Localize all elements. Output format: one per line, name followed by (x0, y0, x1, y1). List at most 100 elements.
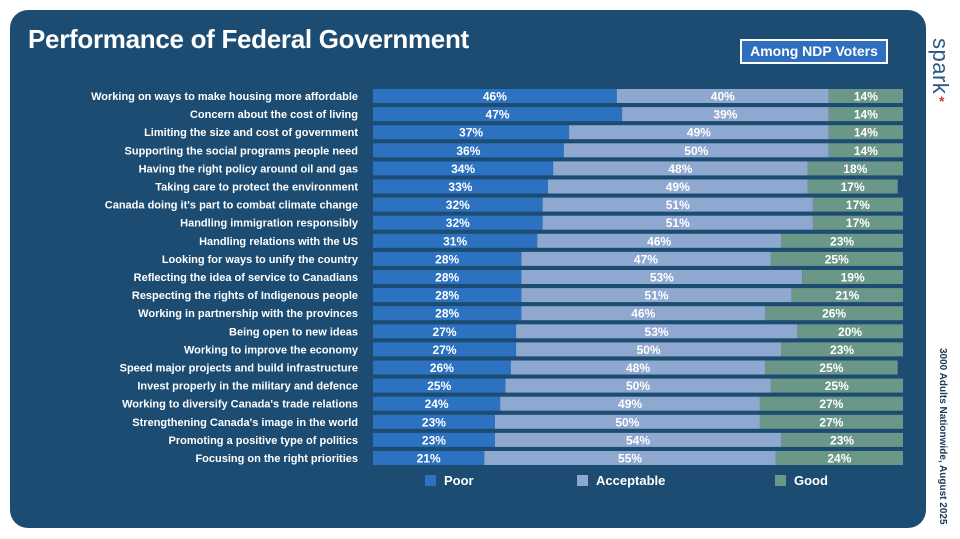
brand-logo: spark * (926, 38, 960, 108)
data-label: 47% (634, 252, 658, 266)
bar-poor (373, 233, 538, 248)
bar-poor (373, 288, 522, 303)
category-label: Working on ways to make housing more aff… (91, 91, 358, 103)
category-label: Handling immigration responsibly (180, 218, 359, 230)
bar-acceptable (616, 89, 829, 103)
data-label: 39% (713, 108, 737, 122)
bar-good (802, 270, 903, 284)
data-label: 21% (417, 452, 441, 466)
data-label: 25% (825, 252, 849, 266)
data-label: 32% (446, 198, 470, 212)
bar-acceptable (521, 306, 766, 321)
data-label: 26% (430, 361, 454, 375)
data-label: 23% (830, 343, 854, 357)
data-label: 27% (819, 397, 843, 411)
data-label: 14% (854, 90, 878, 104)
bar-acceptable (516, 342, 782, 357)
bar-acceptable (510, 360, 766, 375)
bar-acceptable (521, 251, 771, 266)
brand-star-icon: * (939, 93, 945, 109)
bar-good (828, 107, 903, 122)
bar-acceptable (622, 107, 829, 122)
bar-poor (373, 378, 506, 393)
bar-poor (373, 306, 522, 321)
bar-good (775, 451, 903, 465)
bar-good (812, 197, 903, 212)
data-label: 19% (841, 271, 865, 285)
category-label: Working to improve the economy (184, 344, 359, 356)
bar-good (770, 251, 903, 266)
category-label: Handling relations with the US (199, 236, 358, 248)
data-label: 14% (854, 126, 878, 140)
bar-acceptable (521, 288, 792, 303)
bar-poor (373, 451, 485, 465)
category-label: Invest properly in the military and defe… (137, 381, 358, 393)
data-label: 40% (711, 90, 735, 104)
data-label: 46% (483, 90, 507, 104)
data-label: 24% (425, 397, 449, 411)
bar-good (759, 396, 903, 411)
bar-poor (373, 324, 517, 339)
data-label: 27% (433, 343, 457, 357)
data-label: 23% (830, 234, 854, 248)
data-label: 34% (451, 162, 475, 176)
bar-poor (373, 89, 617, 103)
data-label: 18% (843, 162, 867, 176)
legend-swatch-poor (425, 475, 436, 486)
data-label: 28% (435, 307, 459, 321)
data-label: 26% (822, 307, 846, 321)
data-label: 50% (684, 144, 708, 158)
bar-good (759, 414, 903, 429)
data-label: 53% (645, 325, 669, 339)
bar-good (828, 143, 903, 158)
data-label: 27% (819, 415, 843, 429)
category-label: Supporting the social programs people ne… (125, 145, 358, 157)
data-label: 23% (422, 415, 446, 429)
data-label: 49% (666, 180, 690, 194)
bar-poor (373, 342, 517, 357)
data-label: 25% (825, 379, 849, 393)
bar-good (781, 432, 903, 447)
data-label: 46% (647, 234, 671, 248)
bar-poor (373, 161, 554, 176)
legend-swatch-acceptable (577, 475, 588, 486)
category-label: Having the right policy around oil and g… (139, 163, 358, 175)
legend-swatch-good (775, 475, 786, 486)
category-label: Strengthening Canada's image in the worl… (132, 417, 358, 429)
data-label: 23% (422, 433, 446, 447)
bar-poor (373, 107, 623, 122)
category-label: Looking for ways to unify the country (162, 254, 359, 266)
category-label: Speed major projects and build infrastru… (120, 363, 358, 375)
data-label: 28% (435, 289, 459, 303)
category-label: Taking care to protect the environment (155, 182, 358, 194)
data-label: 14% (854, 108, 878, 122)
bar-acceptable (521, 270, 803, 284)
bar-good (791, 288, 903, 303)
legend-label: Good (794, 473, 828, 488)
page-title: Performance of Federal Government (28, 24, 469, 54)
bar-good (770, 378, 903, 393)
bar-good (765, 360, 898, 375)
audience-badge: Among NDP Voters (740, 39, 888, 64)
legend-label: Acceptable (596, 473, 665, 488)
data-label: 28% (435, 252, 459, 266)
bar-acceptable (516, 324, 797, 339)
category-label: Canada doing it's part to combat climate… (105, 200, 358, 212)
bar-poor (373, 270, 522, 284)
bar-acceptable (542, 215, 813, 230)
bar-poor (373, 360, 511, 375)
data-label: 55% (618, 452, 642, 466)
bar-poor (373, 197, 543, 212)
data-label: 51% (666, 198, 690, 212)
bar-acceptable (553, 161, 808, 176)
data-label: 17% (846, 198, 870, 212)
bar-good (781, 342, 903, 357)
category-label: Promoting a positive type of politics (169, 435, 358, 447)
bar-poor (373, 215, 543, 230)
category-label: Working in partnership with the province… (138, 308, 358, 320)
category-label: Working to diversify Canada's trade rela… (122, 399, 358, 411)
data-label: 14% (854, 144, 878, 158)
category-label: Respecting the rights of Indigenous peop… (132, 290, 358, 302)
data-label: 27% (433, 325, 457, 339)
data-label: 50% (626, 379, 650, 393)
